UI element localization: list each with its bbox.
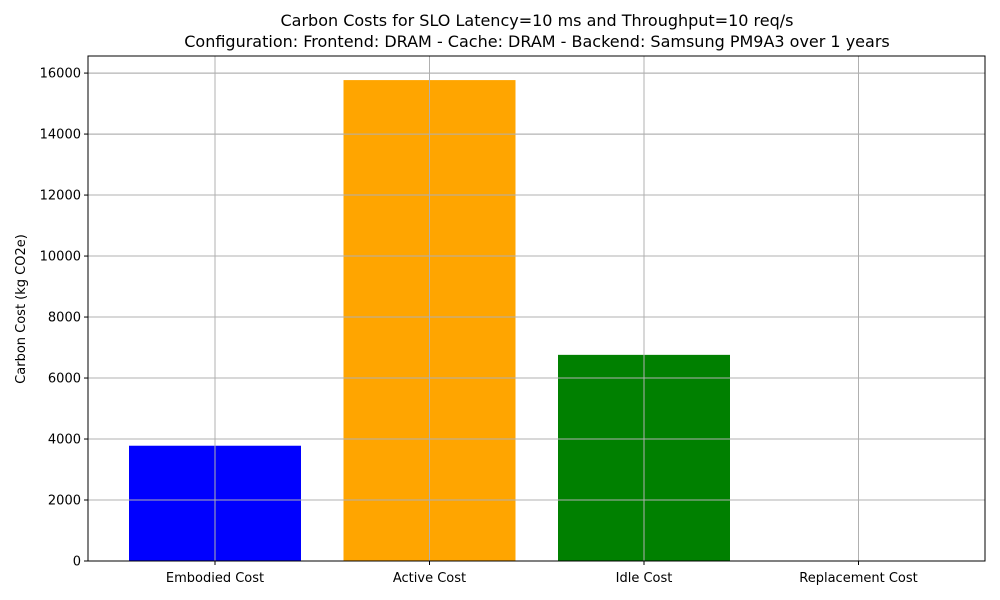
axes: 0 2000 4000 6000 8000 10000 12000 14000 16000 Emb…	[40, 67, 918, 586]
y-axis-label: Carbon Cost (kg CO2e)	[14, 234, 29, 384]
y-tick-label: 12000	[40, 189, 81, 204]
y-tick-label: 16000	[40, 67, 81, 82]
y-tick-label: 2000	[48, 494, 81, 509]
x-tick-label: Idle Cost	[616, 571, 673, 586]
x-tick-label: Replacement Cost	[799, 571, 917, 586]
plot-frame	[87, 55, 986, 562]
y-tick-label: 4000	[48, 433, 81, 448]
x-tick-label: Active Cost	[393, 571, 466, 586]
y-tick-label: 14000	[40, 128, 81, 143]
bars	[88, 56, 985, 562]
y-tick-label: 6000	[48, 372, 81, 387]
y-tick-label: 8000	[48, 311, 81, 326]
x-tick-label: Embodied Cost	[166, 571, 264, 586]
chart-subtitle: Configuration: Frontend: DRAM - Cache: D…	[184, 32, 889, 51]
chart-title: Carbon Costs for SLO Latency=10 ms and T…	[280, 11, 793, 30]
y-tick-label: 10000	[40, 250, 81, 265]
y-tick-label: 0	[73, 555, 81, 570]
